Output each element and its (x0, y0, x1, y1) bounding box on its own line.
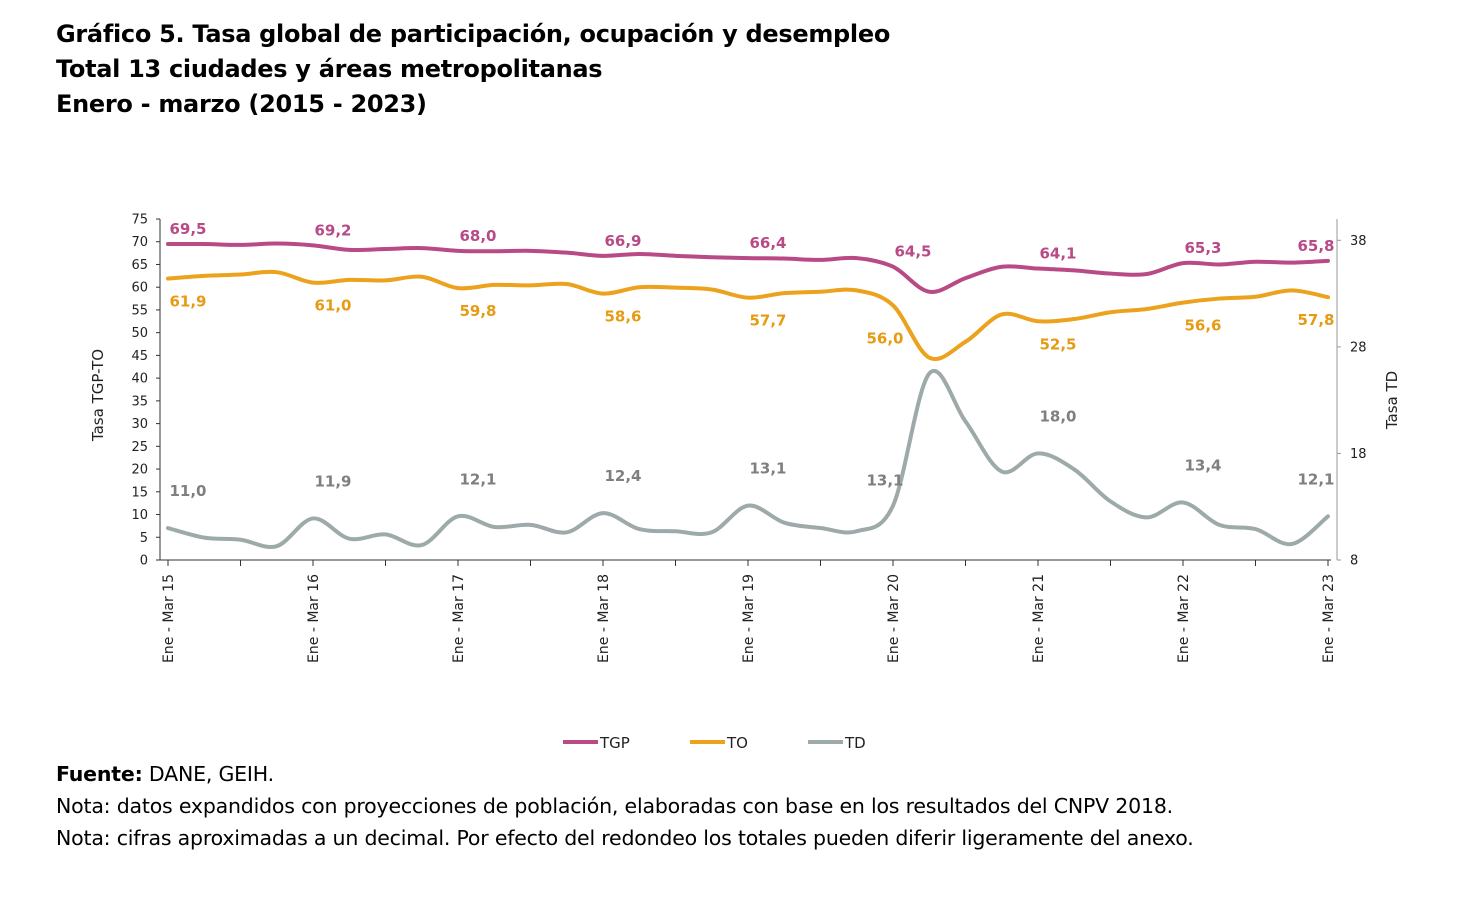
data-label-to: 59,8 (459, 302, 496, 320)
data-label-to: 58,6 (604, 308, 641, 326)
data-label-to: 61,0 (314, 297, 351, 315)
note-1: Nota: datos expandidos con proyecciones … (56, 794, 1173, 818)
y-axis-title: Tasa TGP-TO (89, 349, 107, 442)
data-label-to: 52,5 (1039, 335, 1076, 353)
legend-tgp-label: TGP (599, 734, 630, 752)
data-label-td: 11,0 (169, 482, 206, 500)
x-tick-label: Ene - Mar 23 (1321, 574, 1337, 663)
data-label-to: 57,8 (1297, 311, 1334, 329)
y-tick-label: 75 (131, 213, 148, 228)
x-tick-label: Ene - Mar 21 (1031, 574, 1047, 663)
y-tick-label: 40 (131, 372, 148, 387)
x-tick-label: Ene - Mar 17 (451, 574, 467, 663)
data-label-tgp: 64,5 (894, 243, 931, 261)
y-tick-label: 70 (131, 235, 148, 250)
data-label-tgp: 66,9 (604, 232, 641, 250)
y-tick-label: 60 (131, 281, 148, 296)
y2-tick-label: 8 (1350, 554, 1358, 569)
data-label-tgp: 66,4 (749, 234, 786, 252)
legend-to-label: TO (726, 734, 748, 752)
x-tick-label: Ene - Mar 20 (886, 574, 902, 663)
chart-period: Enero - marzo (2015 - 2023) (56, 90, 427, 118)
data-label-to: 57,7 (749, 312, 786, 330)
data-label-td: 18,0 (1039, 407, 1076, 425)
source-text: DANE, GEIH. (142, 762, 274, 786)
x-tick-label: Ene - Mar 19 (741, 574, 757, 663)
y2-tick-label: 38 (1350, 234, 1367, 249)
note-2: Nota: cifras aproximadas a un decimal. P… (56, 826, 1194, 850)
y-tick-label: 35 (131, 394, 148, 409)
data-label-tgp: 65,8 (1297, 237, 1334, 255)
chart-title: Gráfico 5. Tasa global de participación,… (56, 20, 891, 48)
series-tgp-line (166, 241, 1330, 294)
y2-axis-title: Tasa TD (1383, 371, 1401, 430)
series-to-line (166, 269, 1330, 362)
data-label-td: 13,4 (1184, 456, 1221, 474)
data-label-td: 11,9 (314, 472, 351, 490)
chart-subtitle: Total 13 ciudades y áreas metropolitanas (56, 55, 603, 83)
data-label-td: 13,1 (866, 472, 903, 490)
y-tick-label: 10 (131, 508, 148, 523)
y-tick-label: 30 (131, 417, 148, 432)
data-label-td: 12,1 (1297, 470, 1334, 488)
y-tick-label: 45 (131, 349, 148, 364)
data-label-tgp: 69,5 (169, 220, 206, 238)
x-tick-label: Ene - Mar 18 (596, 574, 612, 663)
x-tick-label: Ene - Mar 22 (1176, 574, 1192, 663)
y-tick-label: 65 (131, 258, 148, 273)
source-label: Fuente: (56, 762, 143, 786)
data-label-td: 12,4 (604, 467, 641, 485)
y-tick-label: 50 (131, 326, 148, 341)
y-tick-label: 15 (131, 485, 148, 500)
y-tick-label: 55 (131, 303, 148, 318)
data-label-to: 56,0 (866, 329, 903, 347)
y-tick-label: 20 (131, 463, 148, 478)
data-label-tgp: 64,1 (1039, 245, 1076, 263)
data-label-tgp: 69,2 (314, 221, 351, 239)
legend-td-label: TD (844, 734, 866, 752)
data-label-td: 13,1 (749, 460, 786, 478)
y-tick-label: 0 (140, 554, 148, 569)
series-td-line (166, 369, 1330, 549)
data-label-tgp: 65,3 (1184, 239, 1221, 257)
y2-tick-label: 18 (1350, 447, 1367, 462)
data-label-tgp: 68,0 (459, 227, 496, 245)
source-line: Fuente: DANE, GEIH. (56, 762, 274, 786)
y-tick-label: 25 (131, 440, 148, 455)
data-label-td: 12,1 (459, 470, 496, 488)
data-label-to: 61,9 (169, 293, 206, 311)
y2-tick-label: 28 (1350, 340, 1367, 355)
x-tick-label: Ene - Mar 15 (161, 574, 177, 663)
y-tick-label: 5 (140, 531, 148, 546)
data-label-to: 56,6 (1184, 317, 1221, 335)
x-tick-label: Ene - Mar 16 (306, 574, 322, 663)
